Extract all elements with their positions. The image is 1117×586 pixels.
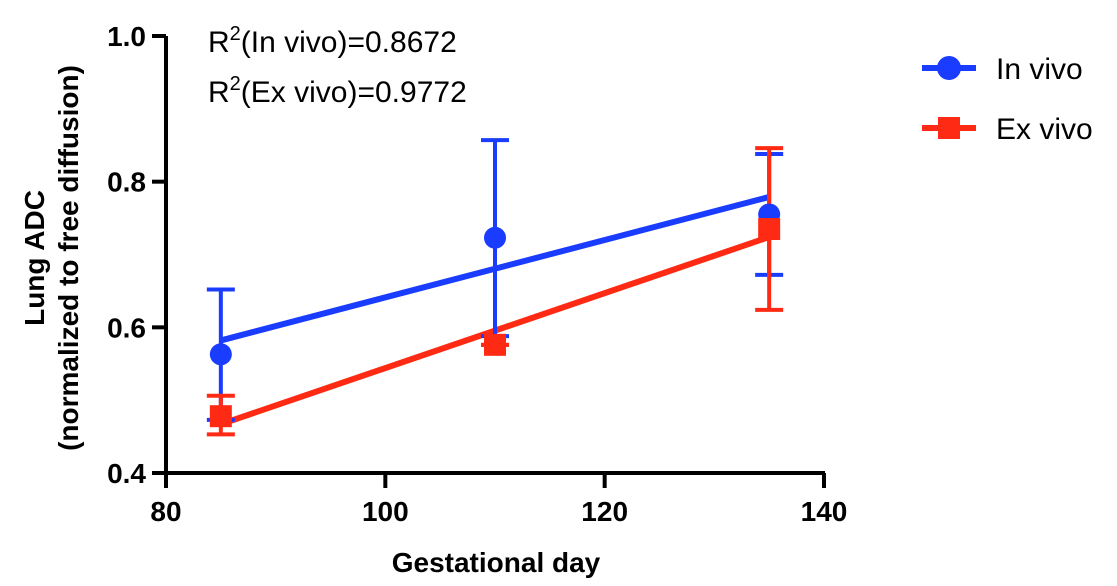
x-tick-label: 140 <box>801 496 848 527</box>
y-tick-label: 0.8 <box>107 167 146 198</box>
r2-exvivo-annotation: R2(Ex vivo)=0.9772 <box>208 73 467 109</box>
r2-invivo-sup: 2 <box>230 23 241 45</box>
r2-invivo-prefix: R <box>208 26 230 59</box>
y-tick-label: 0.4 <box>107 458 146 489</box>
point-exvivo <box>758 218 781 241</box>
legend-item-exvivo: Ex vivo <box>922 113 1093 146</box>
y-tick-label: 1.0 <box>107 21 146 52</box>
legend-invivo-circle-icon <box>937 56 961 80</box>
legend-exvivo-square-icon <box>938 117 960 139</box>
y-axis-title: Lung ADC (normalized to free diffusion) <box>19 65 84 451</box>
point-exvivo <box>209 405 232 428</box>
r2-exvivo-sup: 2 <box>230 73 241 95</box>
x-tick-label: 80 <box>150 496 181 527</box>
point-invivo <box>209 343 232 366</box>
data-markers <box>209 203 781 428</box>
point-exvivo <box>484 333 506 356</box>
x-axis-ticks: 80 100 120 140 <box>150 473 847 527</box>
error-bars <box>206 138 784 437</box>
r2-invivo-suffix: (In vivo)=0.8672 <box>241 26 457 59</box>
y-tick-label: 0.6 <box>107 312 146 343</box>
y-axis-title-line1: Lung ADC <box>19 190 50 326</box>
x-tick-label: 100 <box>362 496 409 527</box>
y-axis-ticks: 0.4 0.6 0.8 1.0 <box>107 21 166 489</box>
r2-exvivo-prefix: R <box>208 76 230 109</box>
x-tick-label: 120 <box>581 496 628 527</box>
r2-invivo-annotation: R2(In vivo)=0.8672 <box>208 23 457 59</box>
r2-exvivo-suffix: (Ex vivo)=0.9772 <box>241 76 467 109</box>
y-axis-title-line2: (normalized to free diffusion) <box>53 65 84 451</box>
point-invivo <box>484 226 506 249</box>
x-axis-title: Gestational day <box>392 547 601 578</box>
legend-exvivo-label: Ex vivo <box>996 113 1093 146</box>
legend: In vivo Ex vivo <box>922 53 1093 146</box>
legend-invivo-label: In vivo <box>996 53 1083 86</box>
legend-item-invivo: In vivo <box>922 53 1083 86</box>
